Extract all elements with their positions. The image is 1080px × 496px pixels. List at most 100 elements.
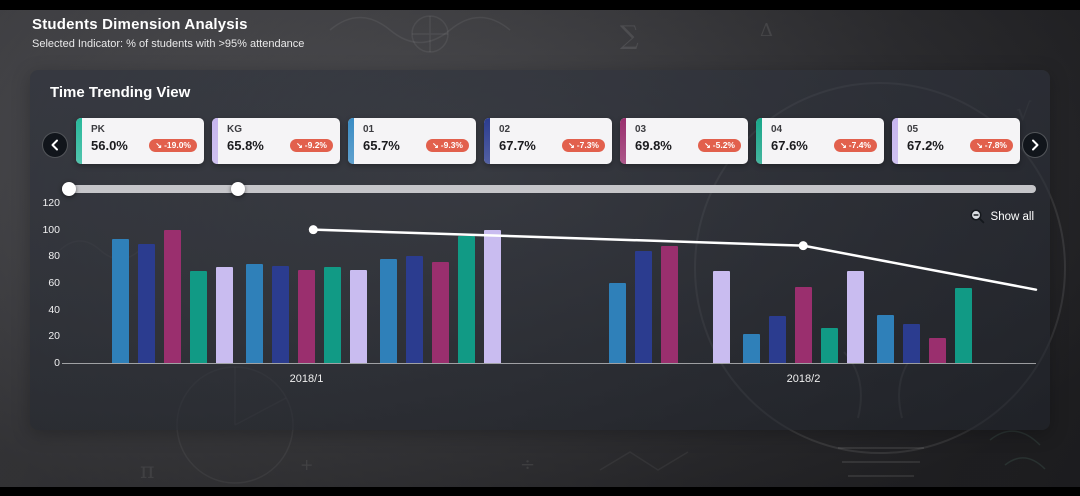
bar-blue[interactable] xyxy=(380,259,397,363)
bar-blue[interactable] xyxy=(609,283,626,363)
time-trending-panel: Time Trending View PK 56.0% ↘ -19.0% KG 65.8%… xyxy=(30,70,1050,430)
grade-card-01[interactable]: 01 65.7% ↘ -9.3% xyxy=(348,118,476,164)
card-accent-bar xyxy=(756,118,762,164)
bar-magenta[interactable] xyxy=(164,229,181,363)
grade-label: PK xyxy=(91,124,105,135)
delta-badge: ↘ -5.2% xyxy=(698,139,741,152)
grade-card-04[interactable]: 04 67.6% ↘ -7.4% xyxy=(756,118,884,164)
show-all-label: Show all xyxy=(990,210,1034,223)
chevron-right-icon xyxy=(1032,139,1039,151)
card-value-row: 67.7% ↘ -7.3% xyxy=(499,138,605,153)
slider-handle-right[interactable] xyxy=(231,182,246,196)
card-value-row: 56.0% ↘ -19.0% xyxy=(91,138,197,153)
slider-track[interactable] xyxy=(62,185,1036,193)
grade-value: 67.2% xyxy=(907,138,944,153)
delta-value: -9.3% xyxy=(440,140,463,151)
delta-value: -7.4% xyxy=(848,140,871,151)
bar-magenta[interactable] xyxy=(661,245,678,363)
bar-navy[interactable] xyxy=(903,324,920,363)
zoom-out-icon xyxy=(970,209,984,224)
bar-blue[interactable] xyxy=(246,264,263,363)
grade-label: 01 xyxy=(363,124,375,135)
bar-lavender[interactable] xyxy=(350,269,367,363)
grade-card-kg[interactable]: KG 65.8% ↘ -9.2% xyxy=(212,118,340,164)
delta-badge: ↘ -7.3% xyxy=(562,139,605,152)
svg-text:+: + xyxy=(300,455,313,474)
grade-value: 65.7% xyxy=(363,138,400,153)
chevron-left-icon xyxy=(51,139,58,151)
trend-down-icon: ↘ xyxy=(432,140,439,150)
bar-magenta[interactable] xyxy=(795,287,812,363)
delta-value: -9.2% xyxy=(304,140,327,151)
grade-value: 65.8% xyxy=(227,138,264,153)
grade-cards-row: PK 56.0% ↘ -19.0% KG 65.8% ↘ -9.2% 01 65.7% ↘ -9.3%… xyxy=(76,118,1020,164)
bar-magenta[interactable] xyxy=(432,261,449,363)
grade-label: 04 xyxy=(771,124,783,135)
slider-handle-left[interactable] xyxy=(61,182,76,196)
card-value-row: 65.7% ↘ -9.3% xyxy=(363,138,469,153)
y-tick-label: 80 xyxy=(48,250,60,263)
card-accent-bar xyxy=(620,118,626,164)
x-axis-label: 2018/2 xyxy=(786,373,821,385)
next-arrow-button[interactable] xyxy=(1022,132,1048,158)
grade-card-pk[interactable]: PK 56.0% ↘ -19.0% xyxy=(76,118,204,164)
bar-teal[interactable] xyxy=(821,328,838,363)
y-tick-label: 0 xyxy=(54,357,60,369)
card-value-row: 65.8% ↘ -9.2% xyxy=(227,138,333,153)
y-tick-label: 60 xyxy=(48,277,60,289)
page-header: Students Dimension Analysis Selected Ind… xyxy=(32,16,304,50)
grade-card-03[interactable]: 03 69.8% ↘ -5.2% xyxy=(620,118,748,164)
bar-teal[interactable] xyxy=(324,267,341,363)
page-subtitle: Selected Indicator: % of students with >… xyxy=(32,38,305,50)
bar-lavender[interactable] xyxy=(484,229,501,363)
y-tick-label: 40 xyxy=(48,303,60,316)
delta-badge: ↘ -7.8% xyxy=(970,139,1013,152)
trend-down-icon: ↘ xyxy=(296,140,303,150)
trend-down-icon: ↘ xyxy=(704,140,711,150)
trend-down-icon: ↘ xyxy=(976,140,983,150)
delta-value: -7.3% xyxy=(576,140,599,151)
grade-value: 69.8% xyxy=(635,138,672,153)
grade-value: 56.0% xyxy=(91,138,128,153)
bar-lavender[interactable] xyxy=(713,271,730,363)
bar-magenta[interactable] xyxy=(298,269,315,363)
grade-card-05[interactable]: 05 67.2% ↘ -7.8% xyxy=(892,118,1020,164)
bar-navy[interactable] xyxy=(635,251,652,363)
bar-blue[interactable] xyxy=(743,333,760,363)
y-tick-label: 120 xyxy=(42,197,60,209)
bar-blue[interactable] xyxy=(877,315,894,363)
bar-series-container: 2018/1 2018/2 xyxy=(62,203,1036,385)
grade-card-02[interactable]: 02 67.7% ↘ -7.3% xyxy=(484,118,612,164)
bar-group-2018-2: 2018/2 xyxy=(609,203,998,385)
prev-arrow-button[interactable] xyxy=(42,132,68,158)
delta-value: -7.8% xyxy=(984,140,1007,151)
delta-value: -19.0% xyxy=(164,140,191,151)
bar-navy[interactable] xyxy=(272,265,289,363)
bar-teal[interactable] xyxy=(458,236,475,363)
y-tick-label: 100 xyxy=(42,223,60,236)
panel-title: Time Trending View xyxy=(50,84,191,101)
bar-navy[interactable] xyxy=(138,244,155,363)
bar-group-2018-1: 2018/1 xyxy=(112,203,501,385)
page-title: Students Dimension Analysis xyxy=(32,16,248,33)
bar-lavender[interactable] xyxy=(847,271,864,363)
card-accent-bar xyxy=(76,118,82,164)
bar-teal[interactable] xyxy=(190,271,207,363)
bar-teal[interactable] xyxy=(955,288,972,363)
show-all-control[interactable]: Show all xyxy=(970,209,1034,224)
bar-lavender[interactable] xyxy=(216,267,233,363)
bar-chart-plot: 2018/1 2018/2 xyxy=(62,203,1038,385)
bar-blue[interactable] xyxy=(112,239,129,363)
grade-value: 67.7% xyxy=(499,138,536,153)
bar-navy[interactable] xyxy=(406,256,423,363)
grade-value: 67.6% xyxy=(771,138,808,153)
bottom-black-strip xyxy=(0,487,1080,496)
bar-navy[interactable] xyxy=(769,316,786,363)
time-range-slider[interactable] xyxy=(61,182,1036,196)
bar-magenta[interactable] xyxy=(929,337,946,363)
y-tick-label: 20 xyxy=(48,330,60,343)
delta-badge: ↘ -7.4% xyxy=(834,139,877,152)
card-value-row: 67.6% ↘ -7.4% xyxy=(771,138,877,153)
delta-badge: ↘ -19.0% xyxy=(149,139,197,152)
top-black-strip xyxy=(0,0,1080,10)
